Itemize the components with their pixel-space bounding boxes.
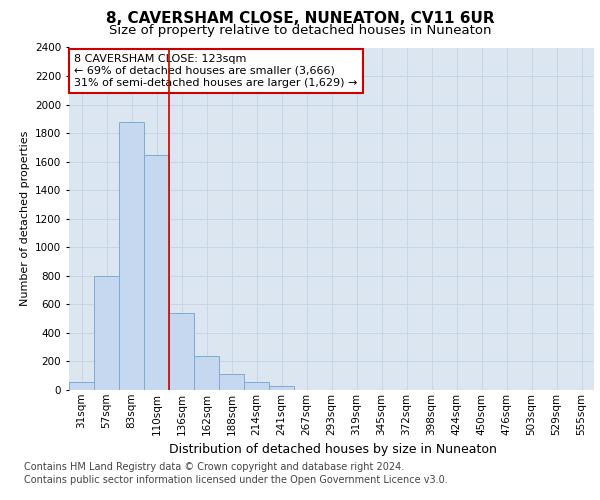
Text: Size of property relative to detached houses in Nuneaton: Size of property relative to detached ho… [109,24,491,37]
Text: Distribution of detached houses by size in Nuneaton: Distribution of detached houses by size … [169,442,497,456]
Bar [144,154,169,390]
Bar [194,356,219,390]
Y-axis label: Number of detached properties: Number of detached properties [20,131,29,306]
Bar [269,386,294,390]
Text: 8 CAVERSHAM CLOSE: 123sqm
← 69% of detached houses are smaller (3,666)
31% of se: 8 CAVERSHAM CLOSE: 123sqm ← 69% of detac… [74,54,358,88]
Bar [169,313,194,390]
Bar [119,122,144,390]
Bar [219,374,244,390]
Text: Contains public sector information licensed under the Open Government Licence v3: Contains public sector information licen… [24,475,448,485]
Bar [69,382,94,390]
Bar [244,382,269,390]
Bar [94,276,119,390]
Text: Contains HM Land Registry data © Crown copyright and database right 2024.: Contains HM Land Registry data © Crown c… [24,462,404,472]
Text: 8, CAVERSHAM CLOSE, NUNEATON, CV11 6UR: 8, CAVERSHAM CLOSE, NUNEATON, CV11 6UR [106,11,494,26]
